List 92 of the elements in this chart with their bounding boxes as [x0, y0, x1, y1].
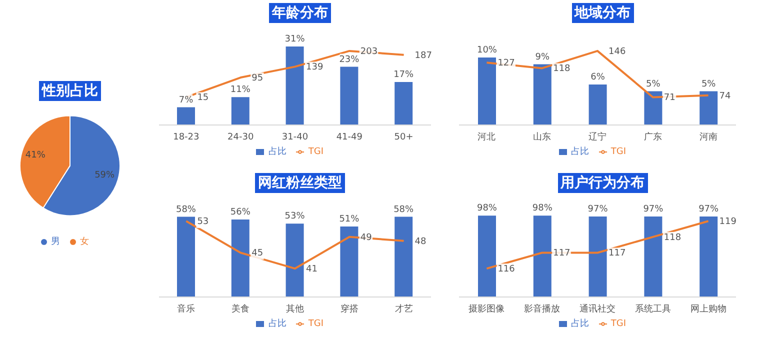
x-tick-label: 50+: [394, 132, 414, 142]
data-label: 118: [553, 64, 571, 74]
data-label: 48: [414, 236, 427, 247]
legend-label: 占比: [268, 147, 286, 157]
legend-label: 男: [51, 237, 60, 247]
data-label: 5%: [646, 79, 661, 90]
data-label: 58%: [176, 204, 196, 215]
x-tick-label: 18-23: [173, 132, 200, 142]
bar: [231, 97, 250, 125]
data-label: 203: [360, 46, 378, 57]
x-tick-label: 穿搭: [340, 303, 358, 314]
data-label: 58%: [394, 204, 414, 215]
data-label: 119: [719, 217, 737, 228]
data-label: 53: [197, 217, 209, 228]
chart-title: 年龄分布: [269, 3, 331, 23]
data-label: 127: [498, 58, 515, 69]
data-label: 98%: [532, 204, 553, 214]
x-tick-label: 网上购物: [690, 303, 726, 314]
legend-label: 占比: [570, 319, 589, 329]
data-label: 53%: [284, 212, 306, 222]
x-tick-label: 系统工具: [634, 303, 671, 314]
data-label: 187: [414, 50, 432, 61]
bar: [286, 224, 304, 297]
x-tick-label: 广东: [644, 131, 662, 142]
x-tick-label: 美食: [232, 303, 250, 314]
data-label: 117: [608, 248, 626, 259]
x-tick-label: 山东: [533, 131, 552, 142]
data-label: 97%: [643, 204, 664, 214]
x-tick-label: 音乐: [177, 303, 196, 314]
bar: [231, 220, 250, 297]
data-label: 139: [306, 62, 324, 73]
x-tick-label: 通讯社交: [580, 303, 616, 314]
data-label: 117: [553, 248, 570, 259]
x-tick-label: 24-30: [228, 132, 254, 142]
data-label: 31%: [284, 34, 306, 45]
chart-title: 网红粉丝类型: [255, 173, 345, 193]
x-tick-label: 41-49: [336, 132, 363, 142]
x-tick-label: 其他: [286, 303, 304, 314]
data-label: 41: [306, 264, 318, 275]
x-tick-label: 才艺: [394, 303, 413, 314]
legend-label: TGI: [308, 147, 324, 157]
data-label: 97%: [588, 204, 608, 214]
data-label: 56%: [230, 208, 251, 218]
bar: [286, 46, 304, 125]
legend-label: 占比: [268, 319, 286, 329]
data-label: 95: [252, 74, 264, 84]
chart-title: 性别占比: [39, 81, 101, 101]
bar: [700, 91, 718, 125]
legend-label: TGI: [308, 319, 324, 329]
data-label: 45: [252, 248, 264, 259]
legend-label: TGI: [610, 319, 626, 329]
bar: [533, 64, 552, 125]
data-label: 146: [608, 46, 626, 57]
data-label: 98%: [476, 204, 498, 214]
bar: [340, 226, 358, 297]
chart-title: 地域分布: [572, 3, 634, 23]
data-label: 116: [498, 264, 516, 275]
x-tick-label: 河南: [699, 131, 718, 142]
x-tick-label: 31-40: [282, 132, 308, 142]
chart-title: 用户行为分布: [558, 173, 648, 193]
data-label: 71: [664, 93, 676, 104]
bar: [340, 66, 358, 125]
data-label: 9%: [535, 52, 550, 62]
data-label: 118: [664, 232, 682, 243]
bar: [394, 82, 413, 125]
bar: [644, 91, 662, 125]
data-label: 41%: [25, 150, 46, 161]
data-label: 49: [360, 232, 372, 243]
x-tick-label: 摄影图像: [468, 303, 505, 314]
data-label: 5%: [701, 79, 716, 90]
data-label: 11%: [230, 85, 251, 96]
data-label: 51%: [339, 214, 360, 224]
legend-label: TGI: [610, 147, 626, 157]
data-label: 10%: [476, 46, 498, 56]
legend-label: 占比: [570, 147, 589, 157]
data-label: 15: [197, 93, 209, 104]
data-label: 6%: [590, 72, 606, 82]
x-tick-label: 影音播放: [524, 303, 560, 314]
data-label: 17%: [394, 70, 414, 80]
data-label: 59%: [94, 170, 116, 181]
legend-label: 女: [80, 237, 89, 247]
bar: [177, 216, 195, 297]
x-tick-label: 河北: [478, 131, 496, 142]
data-label: 23%: [339, 54, 360, 65]
x-tick-label: 辽宁: [588, 131, 606, 142]
bar: [478, 58, 496, 125]
data-label: 7%: [178, 95, 194, 106]
bar: [177, 107, 195, 125]
data-label: 74: [719, 91, 732, 102]
bar: [588, 84, 607, 125]
data-label: 97%: [698, 204, 720, 214]
bar: [394, 216, 413, 297]
